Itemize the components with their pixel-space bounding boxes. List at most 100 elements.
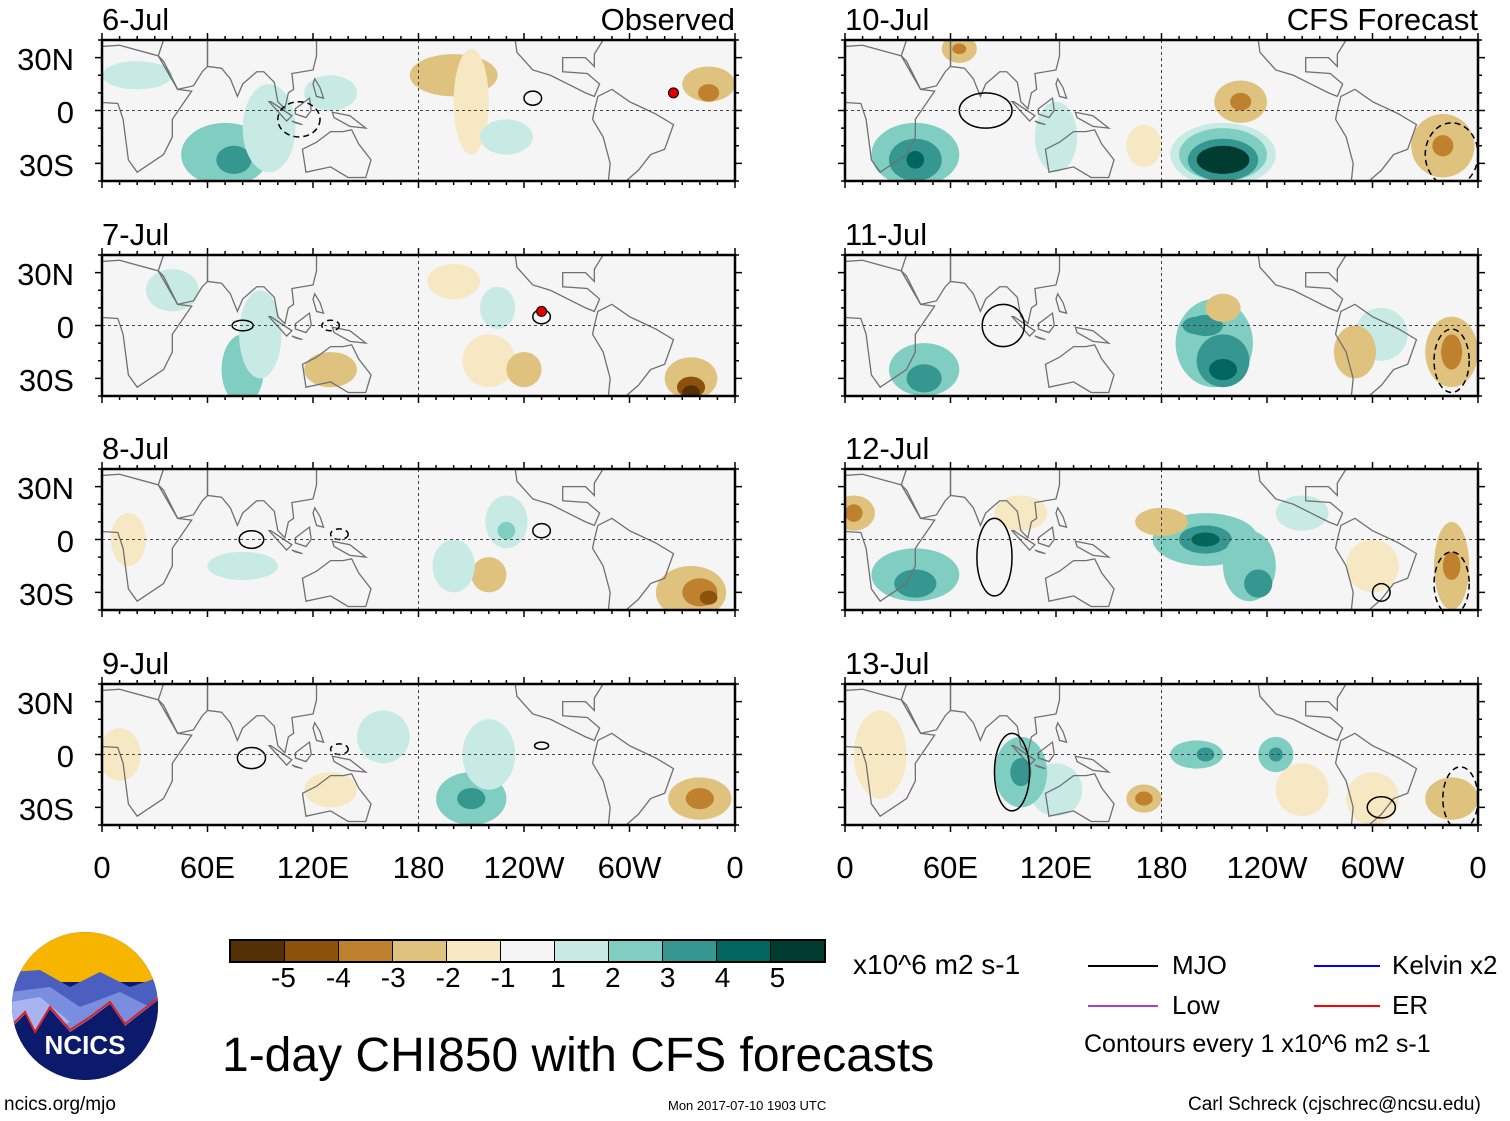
legend-er-label: ER [1392,990,1429,1020]
anomaly-shading [682,385,700,396]
coastline [312,506,325,529]
coastline [591,732,675,825]
coastline [1074,540,1111,559]
coastline [845,473,936,603]
coastline [845,44,936,174]
x-tick-label: 0 [93,850,111,885]
anomaly-shading [698,84,720,102]
anomaly-shading [1230,92,1252,111]
coastline [1257,684,1347,742]
panel-date: 9-Jul [102,646,170,681]
colorbar-label: 4 [714,962,731,993]
legend-mjo-line [1088,965,1158,967]
anomaly-shading [304,772,357,808]
coastline [291,335,303,341]
anomaly-shading [1010,758,1032,787]
er-marker [667,87,679,99]
anomaly-shading [239,290,282,379]
colorbar-swatch [555,941,609,961]
anomaly-shading [906,151,925,169]
coastline [331,326,368,345]
coastline [900,40,952,91]
anomaly-shading [432,539,475,593]
panel-date: 13-Jul [845,646,930,681]
y-tick-label: 30S [18,362,74,398]
anomaly-shading [1208,358,1238,381]
coastline [900,469,952,520]
coastline [1257,40,1347,98]
coastline [312,77,325,100]
x-tick-label: 180 [1135,850,1188,885]
colorbar-swatch [231,941,285,961]
coastline [301,558,372,608]
anomaly-shading [1425,777,1478,820]
coastline [267,101,293,123]
coastline [1074,326,1111,345]
mjo-contour [523,90,543,106]
coastline [102,259,193,389]
coastline [1334,88,1418,181]
x-tick-label: 120W [483,850,565,885]
anomaly-shading [304,351,357,388]
colorbar-swatch [393,941,447,961]
anomaly-shading [1182,316,1211,335]
colorbar-label: 3 [659,962,676,993]
footer-url[interactable]: ncics.org/mjo [4,1094,116,1115]
anomaly-shading [1196,145,1250,174]
legend: MJO Kelvin x2 Low ER Contours every 1 x1… [1084,948,1508,1058]
panel-date: 12-Jul [845,431,930,466]
mjo-contour [981,303,1026,348]
colorbar-swatch [339,941,393,961]
x-tick-label: 0 [836,850,854,885]
colorbar-swatch [771,941,824,961]
coastline [294,740,312,763]
mjo-contour [329,743,349,756]
x-tick-label: 60E [179,850,236,885]
mjo-contour [993,732,1031,812]
mjo-contour [277,100,321,138]
colorbar-units: x10^6 m2 s-1 [853,949,1021,980]
coastline [301,344,372,394]
coastline [1037,525,1055,548]
mjo-contour [532,522,552,539]
map-panel-8-Jul [95,462,742,617]
coastline [267,745,293,767]
colorbar-label: -2 [435,962,461,993]
panel-date: 11-Jul [845,217,928,252]
anomaly-shading [480,119,533,155]
anomaly-shading [1244,569,1273,598]
coastline [514,684,604,742]
coastline [331,540,368,559]
anomaly-shading [699,590,718,605]
coastline [206,255,318,326]
colorbar [229,939,826,963]
legend-er-line [1314,1005,1380,1007]
panel-header: CFS Forecast [1286,2,1478,37]
coastline [845,259,936,389]
coastline [291,549,303,555]
mjo-contour [1366,796,1397,819]
coastline [514,469,604,527]
anomaly-shading [1126,124,1162,167]
anomaly-shading [1268,747,1283,762]
coastline [1257,469,1347,527]
coastline [1055,77,1068,100]
x-tick-label: 60W [597,850,662,885]
colorbar-label: 5 [769,962,786,993]
anomaly-shading [480,286,516,330]
colorbar-swatch [609,941,663,961]
y-tick-label: 30N [17,470,74,506]
coastline [900,684,952,735]
coastline [301,773,372,823]
anomaly-shading [145,269,199,312]
legend-low-line [1088,1005,1158,1007]
map-panel-9-Jul [95,677,742,832]
legend-kelvin-label: Kelvin x2 [1392,950,1498,980]
anomaly-shading [1135,507,1188,536]
mjo-contour [238,529,265,550]
colorbar-swatch [663,941,717,961]
anomaly-shading [453,48,489,155]
coastline [294,96,312,119]
panel-date: 6-Jul [102,2,170,37]
